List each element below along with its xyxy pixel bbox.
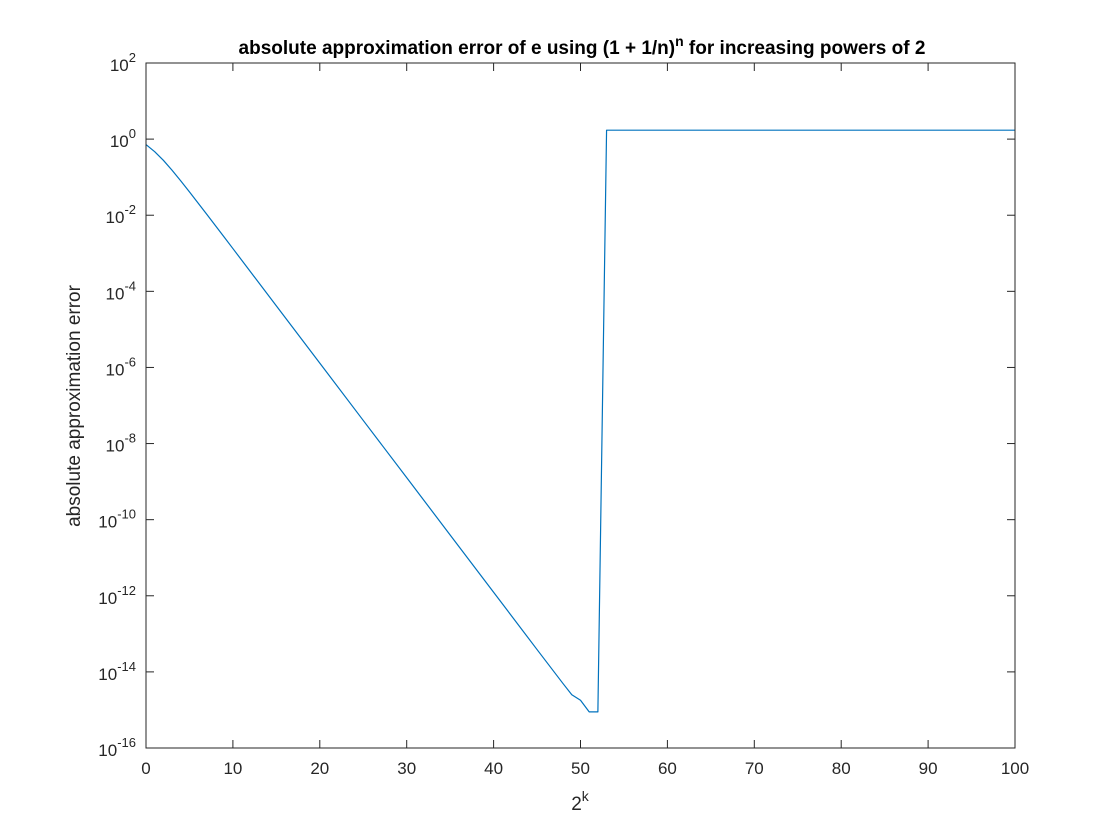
plot-area: 0 10 20 30 40 50 60 70 80 90 100 10-16 10-14 10-12 10-… [98, 50, 1029, 778]
y-tick-label: 10-8 [106, 431, 136, 456]
x-tick-label: 100 [1001, 759, 1029, 778]
x-tick-label: 60 [658, 759, 677, 778]
y-tick-label: 10-12 [98, 583, 136, 608]
y-tick-label: 10-16 [98, 735, 136, 760]
x-tick-label: 40 [484, 759, 503, 778]
x-tick-label: 0 [141, 759, 150, 778]
y-tick-label: 10-6 [106, 354, 136, 379]
y-tick-label: 10-10 [98, 507, 136, 532]
chart-title: absolute approximation error of e using … [239, 33, 926, 59]
ticks-layer: 0 10 20 30 40 50 60 70 80 90 100 10-16 10-14 10-12 10-… [98, 50, 1029, 778]
x-tick-label: 30 [397, 759, 416, 778]
x-axis-label: 2k [571, 788, 590, 815]
series-layer [145, 129, 1015, 713]
x-tick-label: 10 [223, 759, 242, 778]
x-tick-label: 70 [745, 759, 764, 778]
x-tick-label: 90 [919, 759, 938, 778]
y-tick-label: 100 [110, 126, 136, 151]
y-tick-label: 10-2 [106, 202, 136, 227]
x-tick-label: 50 [571, 759, 590, 778]
x-tick-label: 80 [832, 759, 851, 778]
x-tick-label: 20 [310, 759, 329, 778]
axes-box [145, 62, 1016, 749]
y-tick-label: 10-4 [106, 278, 136, 303]
y-axis-label: absolute approximation error [64, 284, 85, 527]
y-tick-label: 102 [110, 50, 136, 75]
y-tick-label: 10-14 [98, 659, 136, 684]
series-line [145, 129, 1015, 713]
axes-background [146, 63, 1015, 748]
